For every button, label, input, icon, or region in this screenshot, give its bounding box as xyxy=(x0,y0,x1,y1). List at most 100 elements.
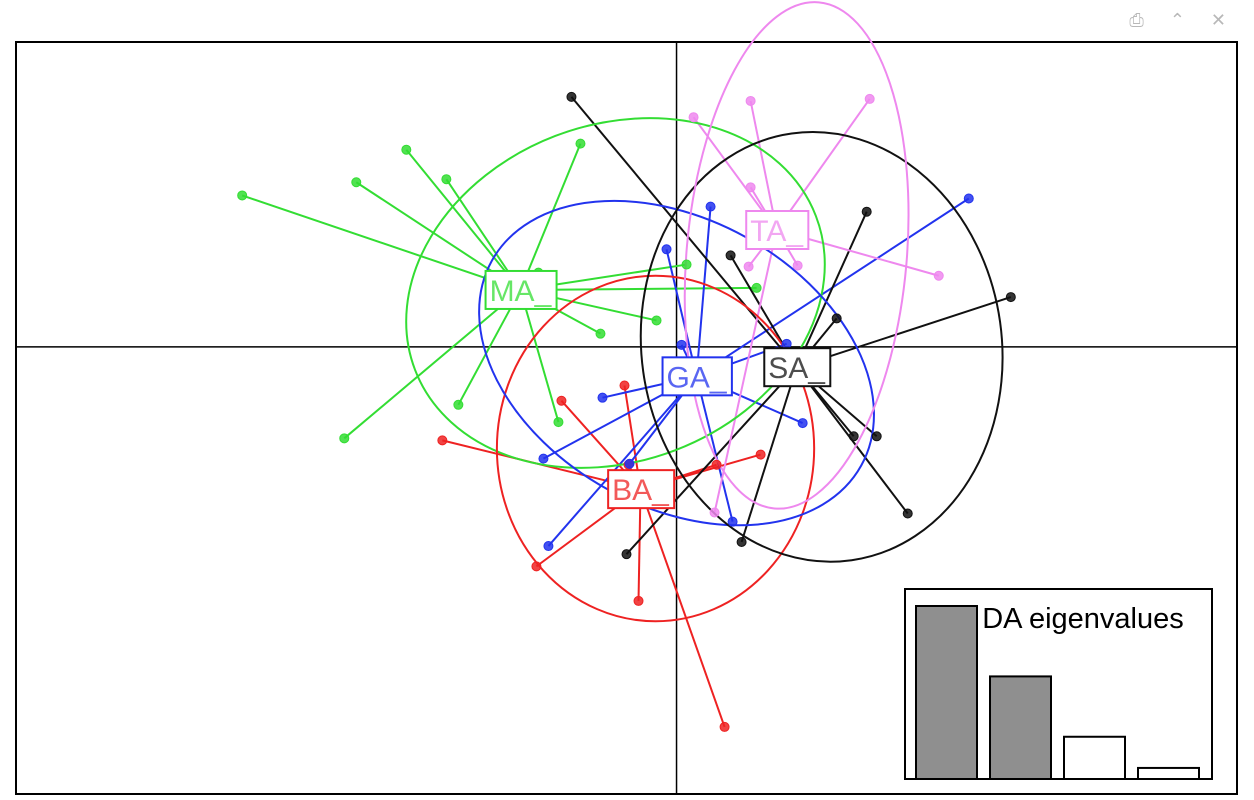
eigenvalue-bar-1 xyxy=(915,605,978,780)
point-ba-0 xyxy=(437,435,448,446)
point-ga-7 xyxy=(797,418,808,429)
ellipses-layer xyxy=(405,1,1004,623)
star-line-sa-8 xyxy=(740,366,798,543)
group-label-ba: BA_ xyxy=(607,469,676,510)
group-label-text-sa: SA_ xyxy=(768,352,826,385)
eigenvalue-bar-3 xyxy=(1063,735,1126,780)
point-sa-0 xyxy=(566,91,577,102)
point-ba-5 xyxy=(531,561,542,572)
eigenvalue-bar-4 xyxy=(1137,766,1200,780)
point-ga-6 xyxy=(727,516,738,527)
point-ga-9 xyxy=(963,193,974,204)
point-ma-7 xyxy=(751,282,762,293)
ellipse-ta xyxy=(683,1,910,510)
point-ga-4 xyxy=(543,541,554,552)
star-line-ta-7 xyxy=(713,229,778,513)
point-ga-2 xyxy=(597,392,608,403)
point-ma-11 xyxy=(339,433,350,444)
toolbar: ⎙ ⌃ ✕ xyxy=(1129,6,1226,36)
point-ma-12 xyxy=(553,417,564,428)
point-ma-9 xyxy=(595,328,606,339)
star-line-ma-2 xyxy=(405,149,522,291)
ellipse-ma xyxy=(405,117,826,469)
point-ga-5 xyxy=(624,458,635,469)
group-label-box-ga xyxy=(661,356,733,397)
point-sa-2 xyxy=(861,206,872,217)
star-line-sa-9 xyxy=(625,366,798,555)
group-label-box-ta xyxy=(745,210,810,250)
star-line-sa-0 xyxy=(570,96,798,368)
point-ma-3 xyxy=(441,174,452,185)
point-ga-1 xyxy=(661,244,672,255)
plot-frame xyxy=(15,41,1238,795)
star-line-sa-4 xyxy=(796,296,1012,369)
group-label-text-ga: GA_ xyxy=(667,361,728,394)
point-ta-5 xyxy=(792,260,803,271)
star-line-sa-2 xyxy=(795,211,868,368)
point-ma-4 xyxy=(575,138,586,149)
point-ga-3 xyxy=(538,453,549,464)
point-ta-7 xyxy=(709,507,720,518)
points-layer xyxy=(237,91,1016,732)
group-label-ga: GA_ xyxy=(661,356,733,397)
group-label-box-sa xyxy=(763,347,832,388)
group-label-text-ba: BA_ xyxy=(612,474,670,507)
group-label-text-ma: MA_ xyxy=(490,275,553,308)
ellipse-sa xyxy=(639,131,1004,563)
point-sa-3 xyxy=(831,313,842,324)
star-line-ta-2 xyxy=(775,98,871,231)
eigenvalue-bar-2 xyxy=(989,675,1052,781)
star-line-ma-0 xyxy=(241,194,521,291)
point-ma-2 xyxy=(401,144,412,155)
star-line-ga-4 xyxy=(547,375,698,547)
star-line-ta-1 xyxy=(749,100,778,231)
point-ta-3 xyxy=(745,182,756,193)
point-sa-4 xyxy=(1005,292,1016,303)
point-ga-8 xyxy=(781,338,792,349)
group-label-ma: MA_ xyxy=(484,269,558,310)
close-icon[interactable]: ✕ xyxy=(1210,10,1226,31)
point-ga-10 xyxy=(676,339,687,350)
point-sa-7 xyxy=(902,508,913,519)
point-ba-1 xyxy=(556,395,567,406)
point-sa-5 xyxy=(871,431,882,442)
collapse-icon[interactable]: ⌃ xyxy=(1169,10,1185,31)
group-label-ta: TA_ xyxy=(745,210,810,250)
star-line-ma-4 xyxy=(519,143,582,291)
export-icon[interactable]: ⎙ xyxy=(1129,10,1144,31)
point-ta-6 xyxy=(933,270,944,281)
point-sa-8 xyxy=(736,536,747,547)
point-ta-1 xyxy=(745,95,756,106)
point-ga-0 xyxy=(705,201,716,212)
star-line-ga-1 xyxy=(665,249,698,377)
star-line-ba-7 xyxy=(639,488,726,728)
point-sa-9 xyxy=(621,549,632,560)
group-label-box-ba xyxy=(607,469,676,510)
point-sa-1 xyxy=(725,250,736,261)
point-ta-2 xyxy=(864,93,875,104)
group-label-sa: SA_ xyxy=(763,347,832,388)
group-label-box-ma xyxy=(484,269,558,310)
inset-title: DA eigenvalues xyxy=(982,603,1184,635)
point-ba-6 xyxy=(633,595,644,606)
ellipse-ba xyxy=(495,274,816,623)
point-ta-4 xyxy=(743,261,754,272)
labels-layer: MA_ BA_ GA_ SA_ TA_ xyxy=(484,210,832,510)
point-ma-1 xyxy=(351,177,362,188)
star-line-ga-0 xyxy=(695,206,712,377)
star-line-ma-11 xyxy=(343,289,522,440)
point-ba-4 xyxy=(711,459,722,470)
point-ta-0 xyxy=(688,112,699,123)
point-sa-6 xyxy=(848,431,859,442)
star-line-ma-12 xyxy=(519,289,560,423)
point-ma-10 xyxy=(453,399,464,410)
point-ma-8 xyxy=(651,315,662,326)
point-ba-3 xyxy=(755,449,766,460)
point-ba-2 xyxy=(619,380,630,391)
point-ma-0 xyxy=(237,190,248,201)
point-ma-6 xyxy=(681,259,692,270)
star-line-ga-6 xyxy=(695,376,734,522)
star-lines-layer xyxy=(241,96,1012,728)
point-ba-7 xyxy=(719,721,730,732)
